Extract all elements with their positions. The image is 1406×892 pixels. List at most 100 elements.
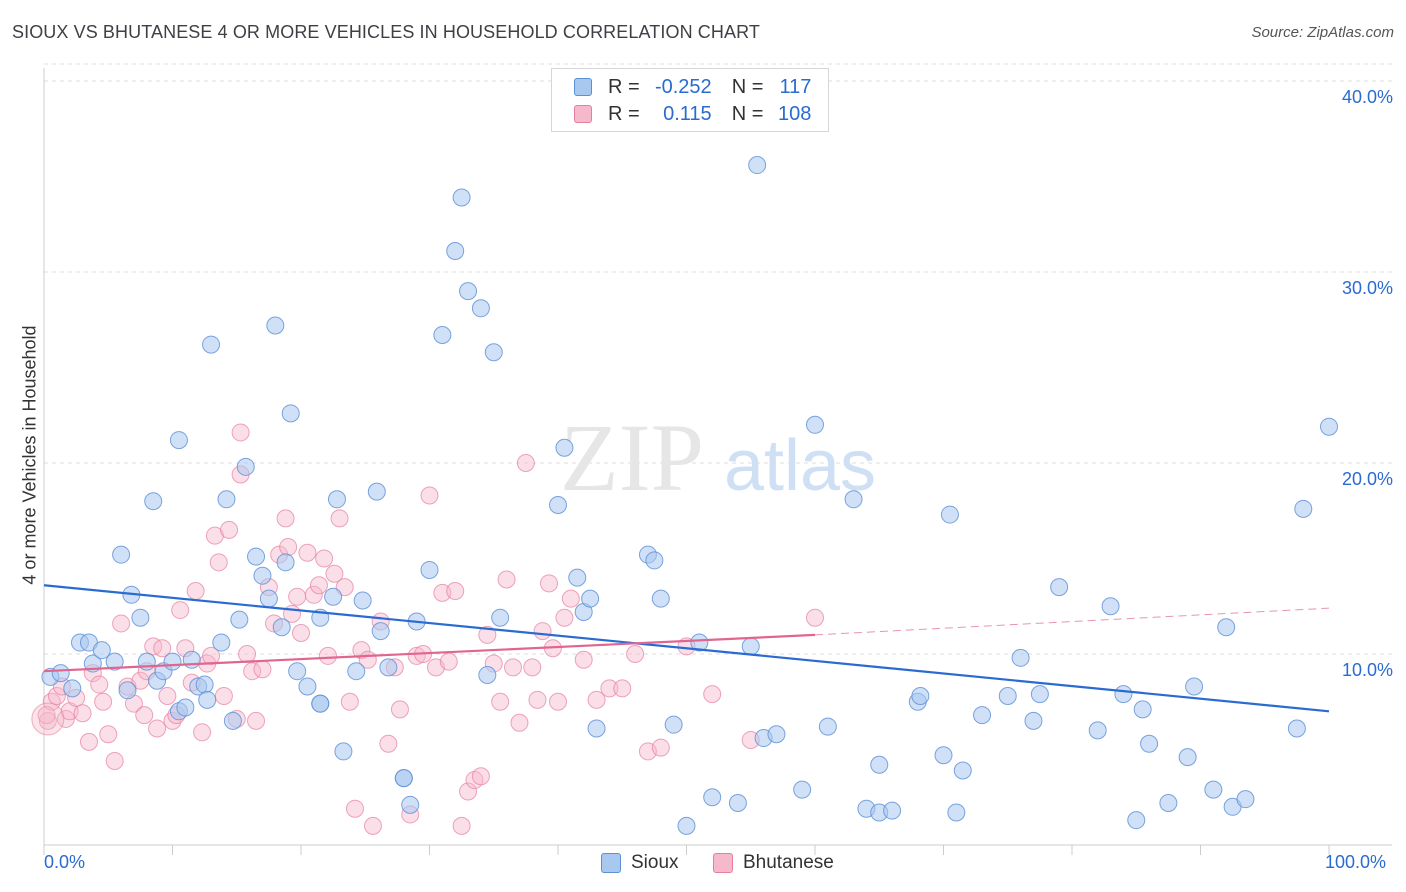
sioux-point: [163, 652, 182, 671]
bhutanese-point: [144, 637, 163, 656]
bhutanese-point: [363, 816, 382, 835]
sioux-point: [1140, 734, 1159, 753]
bhutanese-point: [439, 652, 458, 671]
sioux-point: [883, 801, 902, 820]
bhutanese-point: [504, 658, 523, 677]
bhutanese-point: [253, 660, 272, 679]
sioux-point: [870, 755, 889, 774]
sioux-point: [324, 587, 343, 606]
bhutanese-point-large: [31, 702, 65, 736]
sioux-point: [394, 769, 413, 788]
sioux-point: [471, 299, 490, 318]
bhutanese-point: [446, 581, 465, 600]
legend-item-sioux: Sioux: [601, 852, 679, 874]
sioux-point: [1101, 597, 1120, 616]
sioux-point: [288, 662, 307, 681]
sioux-point: [298, 677, 317, 696]
bhutanese-trend-line: [43, 633, 816, 673]
bhutanese-point: [533, 622, 552, 641]
sioux-point: [555, 438, 574, 457]
watermark-zip: ZIP: [560, 404, 704, 511]
sioux-point: [677, 816, 696, 835]
bhutanese-point: [276, 509, 295, 528]
bhutanese-point: [193, 723, 212, 742]
bhutanese-point: [452, 816, 471, 835]
bhutanese-point: [471, 767, 490, 786]
bhutanese-point: [478, 625, 497, 644]
axes: [43, 68, 1392, 855]
source-credit: Source: ZipAtlas.com: [1251, 24, 1394, 41]
sioux-point: [1185, 677, 1204, 696]
sioux-point: [741, 637, 760, 656]
bhutanese-point: [703, 685, 722, 704]
bhutanese-point: [79, 732, 98, 751]
bhutanese-point: [340, 692, 359, 711]
sioux-point: [947, 803, 966, 822]
sioux-point: [1159, 793, 1178, 812]
sioux-point: [371, 622, 390, 641]
x-tick-label-max: 100.0%: [1325, 852, 1387, 872]
bhutanese-point: [153, 639, 172, 658]
sioux-point: [202, 335, 221, 354]
sioux-point: [281, 404, 300, 423]
bhutanese-point: [298, 543, 317, 562]
sioux-point: [1236, 790, 1255, 809]
sioux-point: [806, 415, 824, 434]
sioux-point: [651, 589, 670, 608]
y-tick-label-10: 10.0%: [1341, 660, 1393, 680]
sioux-point: [1030, 685, 1049, 704]
sioux-point: [664, 715, 683, 734]
n-label: N =: [731, 102, 764, 125]
bhutanese-point: [651, 738, 670, 757]
sioux-trend-line: [43, 584, 1330, 713]
sioux-point: [367, 482, 386, 501]
sioux-point: [452, 188, 471, 207]
sioux-point: [401, 795, 420, 814]
sioux-point: [818, 717, 837, 736]
sioux-point: [934, 746, 953, 765]
sioux-point: [1320, 417, 1338, 436]
bhutanese-point: [94, 692, 113, 711]
sioux-point: [247, 547, 266, 566]
sioux-point: [1204, 780, 1223, 799]
bhutanese-point: [220, 520, 239, 539]
sioux-n-value: 117: [779, 75, 812, 98]
bhutanese-point: [555, 608, 574, 627]
bhutanese-point: [209, 553, 228, 572]
bhutanese-points: [31, 423, 824, 835]
sioux-point: [198, 690, 217, 709]
sioux-point: [1287, 719, 1306, 738]
sioux-point: [1050, 578, 1069, 597]
bhutanese-point: [549, 692, 567, 711]
sioux-point: [748, 156, 767, 175]
bhutanese-point: [574, 650, 593, 669]
bhutanese-point: [540, 574, 559, 593]
sioux-point: [728, 793, 747, 812]
bhutanese-r-value: 0.115: [663, 102, 712, 125]
bhutanese-point: [561, 589, 580, 608]
sioux-point: [1294, 499, 1313, 518]
bhutanese-legend-label: Bhutanese: [743, 852, 834, 873]
legend-row-sioux: R = -0.252 N = 117: [574, 75, 811, 99]
sioux-point: [459, 282, 478, 301]
sioux-point: [420, 560, 439, 579]
y-tick-label-20: 20.0%: [1341, 469, 1393, 489]
sioux-point: [1114, 685, 1133, 704]
sioux-point: [568, 568, 587, 587]
bhutanese-point: [325, 564, 344, 583]
sioux-point: [212, 633, 231, 652]
bhutanese-swatch: [574, 105, 592, 123]
r-label: R =: [608, 102, 640, 125]
bhutanese-point: [304, 585, 323, 604]
bhutanese-point: [516, 454, 535, 472]
y-tick-label-40: 40.0%: [1341, 87, 1393, 107]
sioux-point: [266, 316, 285, 335]
bhutanese-point: [238, 645, 257, 663]
bhutanese-point: [587, 690, 606, 709]
sioux-point: [433, 326, 452, 345]
sioux-point: [1127, 811, 1146, 830]
watermark: ZIP atlas: [560, 404, 876, 511]
bhutanese-n-value: 108: [778, 102, 812, 125]
sioux-point: [379, 658, 398, 677]
trend-lines: [43, 584, 1330, 713]
